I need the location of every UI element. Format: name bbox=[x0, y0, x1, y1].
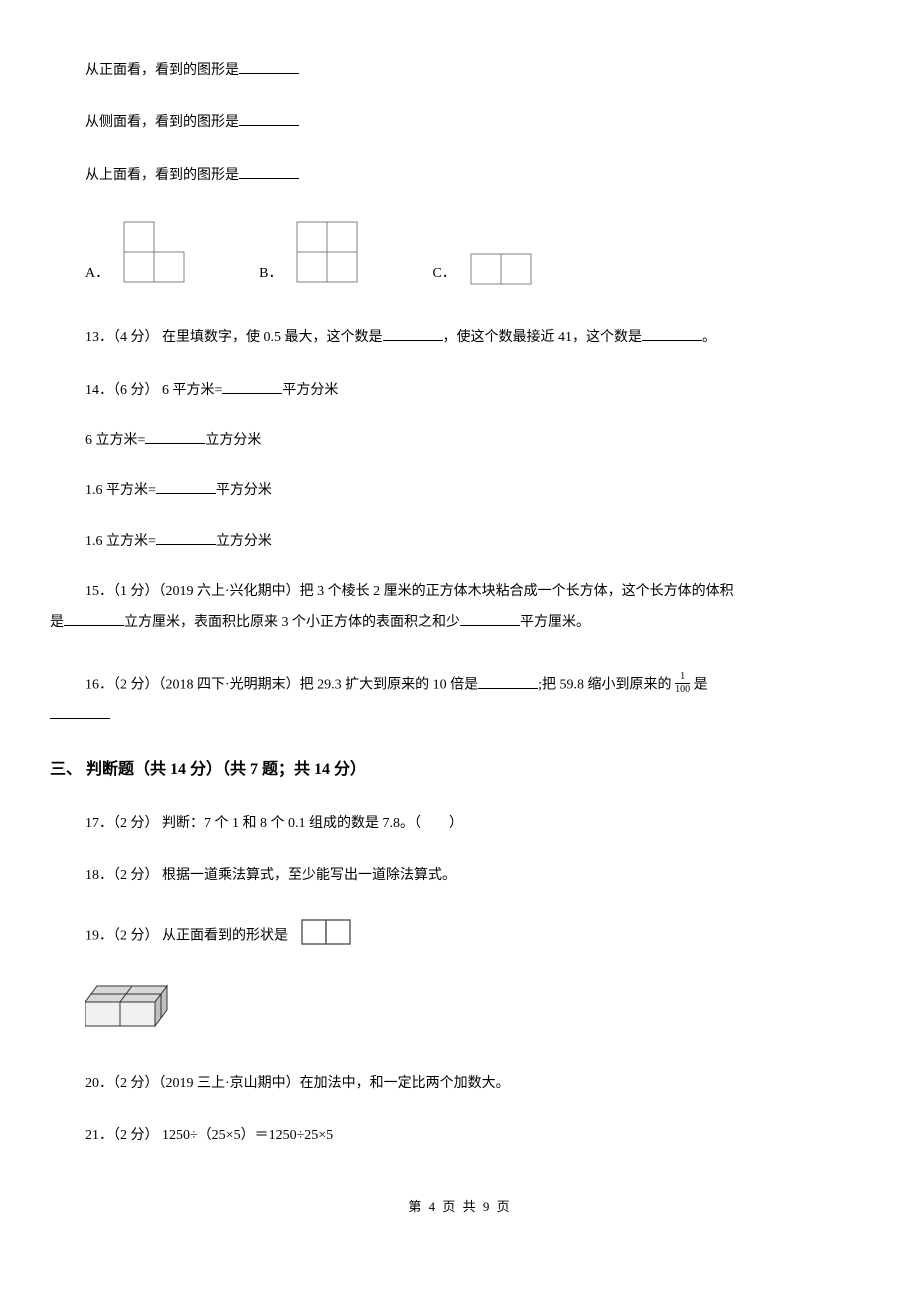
q15-a: 15．（1 分）（2019 六上·兴化期中）把 3 个棱长 2 厘米的正方体木块… bbox=[85, 584, 734, 599]
q19-text: 19．（2 分） 从正面看到的形状是 bbox=[85, 928, 288, 943]
q15-d: 平方厘米。 bbox=[520, 615, 590, 630]
blank bbox=[239, 112, 299, 126]
q15-b: 是 bbox=[50, 615, 64, 630]
q16-line2 bbox=[50, 705, 870, 727]
option-b-shape bbox=[292, 217, 362, 287]
q18: 18．（2 分） 根据一道乘法算式，至少能写出一道除法算式。 bbox=[50, 865, 870, 887]
q14-intro: 14．（6 分） 6 平方米= bbox=[85, 383, 222, 398]
q19: 19．（2 分） 从正面看到的形状是 bbox=[50, 918, 870, 954]
q14-l4a: 1.6 立方米= bbox=[85, 534, 156, 549]
option-c-shape bbox=[466, 249, 536, 287]
q16-a: 16．（2 分）（2018 四下·光明期末）把 29.3 扩大到原来的 10 倍… bbox=[85, 678, 478, 693]
blank bbox=[239, 165, 299, 179]
page-footer: 第 4 页 共 9 页 bbox=[50, 1197, 870, 1218]
q14-l2b: 立方分米 bbox=[205, 433, 261, 448]
q16-c: 是 bbox=[694, 678, 708, 693]
q13-c: 。 bbox=[702, 330, 716, 345]
blank bbox=[478, 675, 538, 689]
blank bbox=[383, 327, 443, 341]
q13: 13．（4 分） 在里填数字，使 0.5 最大，这个数是 ，使这个数最接近 41，… bbox=[50, 327, 870, 349]
q15-c: 立方厘米，表面积比原来 3 个小正方体的表面积之和少 bbox=[124, 615, 460, 630]
view-front-line: 从正面看，看到的图形是 bbox=[50, 60, 870, 82]
q17: 17．（2 分） 判断：7 个 1 和 8 个 0.1 组成的数是 7.8。（ … bbox=[50, 813, 870, 835]
blank bbox=[50, 705, 110, 719]
option-c-label: C． bbox=[432, 263, 455, 287]
q14-u1: 平方分米 bbox=[282, 383, 338, 398]
frac-num: 1 bbox=[675, 672, 690, 684]
cuboid-figure bbox=[50, 984, 870, 1042]
view-side-line: 从侧面看，看到的图形是 bbox=[50, 112, 870, 134]
q14-l4: 1.6 立方米= 立方分米 bbox=[50, 531, 870, 553]
view-top-text: 从上面看，看到的图形是 bbox=[85, 168, 239, 183]
view-front-text: 从正面看，看到的图形是 bbox=[85, 63, 239, 78]
q16-b: ;把 59.8 缩小到原来的 bbox=[538, 678, 675, 693]
option-b: B． bbox=[259, 217, 362, 287]
blank bbox=[239, 60, 299, 74]
view-side-text: 从侧面看，看到的图形是 bbox=[85, 115, 239, 130]
q20: 20．（2 分）（2019 三上·京山期中）在加法中，和一定比两个加数大。 bbox=[50, 1073, 870, 1095]
blank bbox=[156, 480, 216, 494]
q14-l3: 1.6 平方米= 平方分米 bbox=[50, 480, 870, 502]
option-a-label: A． bbox=[85, 263, 109, 287]
q14-l2a: 6 立方米= bbox=[85, 433, 145, 448]
q15-line2: 是 立方厘米，表面积比原来 3 个小正方体的表面积之和少 平方厘米。 bbox=[50, 612, 870, 634]
q14-l2: 6 立方米= 立方分米 bbox=[50, 430, 870, 452]
view-top-line: 从上面看，看到的图形是 bbox=[50, 165, 870, 187]
q14-l1: 14．（6 分） 6 平方米= 平方分米 bbox=[50, 380, 870, 402]
q14-l4b: 立方分米 bbox=[216, 534, 272, 549]
q13-a: 13．（4 分） 在里填数字，使 0.5 最大，这个数是 bbox=[85, 330, 383, 345]
blank bbox=[222, 380, 282, 394]
blank bbox=[460, 612, 520, 626]
options-row: A． B． C． bbox=[50, 217, 870, 287]
blank bbox=[642, 327, 702, 341]
frac-den: 100 bbox=[675, 684, 690, 695]
q21: 21．（2 分） 1250÷（25×5）＝1250÷25×5 bbox=[50, 1125, 870, 1147]
blank bbox=[64, 612, 124, 626]
section-3-title: 三、 判断题（共 14 分）（共 7 题；共 14 分） bbox=[50, 757, 870, 783]
q15-line1: 15．（1 分）（2019 六上·兴化期中）把 3 个棱长 2 厘米的正方体木块… bbox=[50, 581, 870, 603]
option-a-shape bbox=[119, 217, 189, 287]
q14-l3b: 平方分米 bbox=[216, 483, 272, 498]
option-c: C． bbox=[432, 249, 535, 287]
q14-l3a: 1.6 平方米= bbox=[85, 483, 156, 498]
q16-line1: 16．（2 分）（2018 四下·光明期末）把 29.3 扩大到原来的 10 倍… bbox=[50, 674, 870, 697]
q13-b: ，使这个数最接近 41，这个数是 bbox=[443, 330, 643, 345]
q19-shape bbox=[300, 918, 354, 954]
fraction-icon: 1 100 bbox=[675, 672, 690, 695]
option-a: A． bbox=[85, 217, 189, 287]
blank bbox=[156, 531, 216, 545]
option-b-label: B． bbox=[259, 263, 282, 287]
blank bbox=[145, 430, 205, 444]
